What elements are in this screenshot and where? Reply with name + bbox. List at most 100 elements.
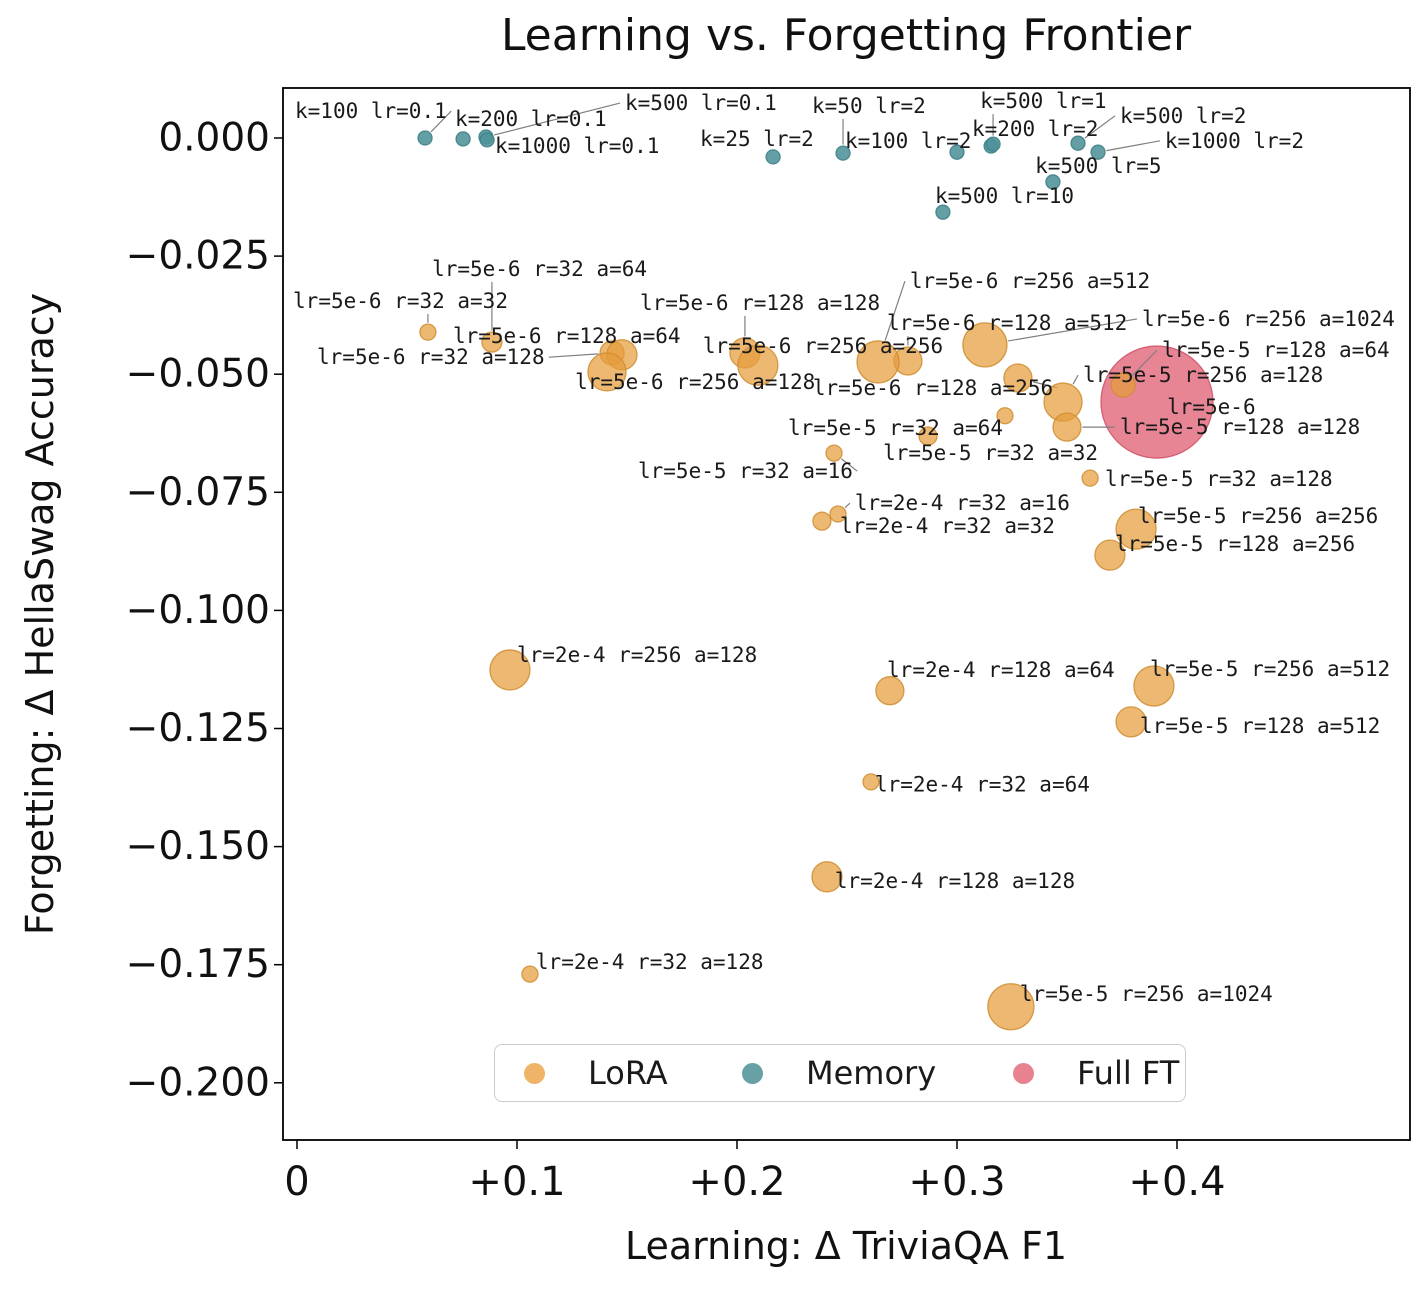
annotation-leader-line (844, 502, 851, 509)
annotation-label: lr=5e-5 r=256 a=512 (1150, 657, 1390, 681)
chart-title: Learning vs. Forgetting Frontier (500, 10, 1192, 61)
point-memory (765, 149, 781, 165)
annotation-label: k=50 lr=2 (812, 94, 926, 118)
annotation-label: lr=5e-5 r=128 a=256 (1115, 532, 1355, 556)
annotation-label: lr=2e-4 r=128 a=64 (887, 658, 1115, 682)
point-lora (481, 331, 503, 353)
y-axis-label: Forgetting: Δ HellaSwag Accuracy (18, 292, 62, 936)
point-lora (829, 505, 847, 523)
point-memory (1070, 135, 1086, 151)
annotation-label: lr=5e-5 r=128 a=512 (1140, 714, 1380, 738)
annotation-leader-line (1132, 349, 1158, 376)
y-tick-label: −0.050 (126, 352, 270, 397)
annotation-label: lr=5e-5 r=256 a=1024 (1020, 982, 1273, 1006)
x-tick-label: +0.1 (468, 1159, 565, 1205)
x-tick-label: 0 (284, 1159, 309, 1205)
annotation-label: k=1000 lr=0.1 (495, 134, 659, 158)
point-lora (1003, 363, 1033, 393)
point-lora (862, 773, 880, 791)
annotation-label: lr=5e-5 r=128 a=64 (1162, 338, 1390, 362)
annotation-label: lr=2e-4 r=32 a=16 (855, 491, 1070, 515)
annotation-label: lr=5e-6 r=128 a=256 (813, 376, 1053, 400)
point-lora (1081, 469, 1099, 487)
annotation-label: lr=5e-6 r=256 a=256 (703, 334, 943, 358)
point-lora (587, 352, 627, 392)
point-lora (918, 426, 938, 446)
annotation-label: k=100 lr=0.1 (295, 99, 447, 123)
y-tick-label: −0.175 (126, 942, 270, 987)
lora-marker-icon (524, 1062, 545, 1084)
annotation-label: k=500 lr=10 (935, 184, 1074, 208)
legend-label-lora: LoRA (588, 1054, 668, 1092)
point-lora (812, 511, 832, 531)
annotation-leader-line (494, 102, 621, 136)
x-tick-label: +0.2 (688, 1159, 785, 1205)
point-lora (811, 861, 843, 893)
legend-label-full-ft: Full FT (1077, 1054, 1180, 1092)
point-lora (1115, 508, 1157, 550)
annotation-leader-line (884, 280, 906, 341)
annotation-leader-line (1084, 115, 1116, 139)
annotation-label: lr=5e-5 r=128 a=128 (1120, 415, 1360, 439)
annotation-leader-line (430, 110, 452, 133)
annotation-label: k=200 lr=0.1 (455, 107, 607, 131)
point-memory (985, 136, 1001, 152)
point-memory (1090, 144, 1106, 160)
y-tick-label: 0.000 (158, 116, 270, 161)
point-lora (875, 676, 905, 706)
legend-label-memory: Memory (806, 1054, 937, 1092)
point-lora (1133, 665, 1175, 707)
annotation-label: lr=5e-5 r=32 a=32 (883, 441, 1098, 465)
annotation-leader-line (841, 458, 858, 472)
annotation-label: k=25 lr=2 (700, 127, 814, 151)
point-memory (455, 131, 471, 147)
annotation-label: lr=5e-6 (1167, 395, 1256, 419)
x-axis-label: Learning: Δ TriviaQA F1 (624, 1224, 1068, 1268)
annotation-label: lr=5e-6 r=32 a=32 (293, 289, 508, 313)
annotation-label: k=500 lr=2 (1120, 104, 1246, 128)
annotation-label: lr=5e-6 r=128 a=512 (887, 311, 1127, 335)
annotation-label: lr=2e-4 r=32 a=32 (840, 514, 1055, 538)
point-lora (962, 322, 1008, 368)
full-ft-marker-icon (1013, 1062, 1034, 1084)
y-tick-label: −0.025 (126, 234, 270, 279)
annotation-label: lr=5e-6 r=32 a=64 (432, 257, 647, 281)
annotation-label: k=500 lr=5 (1035, 154, 1161, 178)
memory-marker-icon (742, 1062, 763, 1084)
point-lora (987, 983, 1035, 1031)
legend: LoRA Memory Full FT (494, 1044, 1186, 1102)
annotation-label: lr=5e-6 r=256 a=512 (910, 269, 1150, 293)
annotation-label: lr=5e-5 r=256 a=256 (1138, 504, 1378, 528)
annotation-label: k=500 lr=0.1 (625, 91, 777, 115)
annotation-leader-line (548, 353, 599, 358)
point-memory (835, 145, 851, 161)
point-lora (856, 340, 900, 384)
legend-item-memory: Memory (742, 1045, 936, 1101)
point-lora (489, 649, 531, 691)
annotation-leader-line (1008, 318, 1138, 342)
annotation-label: lr=5e-6 r=256 a=1024 (1142, 307, 1395, 331)
point-lora (521, 965, 539, 983)
point-lora (996, 407, 1014, 425)
point-memory (1045, 174, 1061, 190)
annotation-label: lr=5e-5 r=32 a=64 (788, 416, 1003, 440)
annotation-label: lr=5e-6 r=128 a=128 (640, 291, 880, 315)
annotation-label: k=500 lr=1 (980, 89, 1106, 113)
legend-item-full-ft: Full FT (1013, 1045, 1179, 1101)
legend-item-lora: LoRA (524, 1045, 668, 1101)
y-tick-label: −0.200 (126, 1060, 270, 1105)
y-tick-label: −0.150 (126, 824, 270, 869)
y-tick-label: −0.100 (126, 588, 270, 633)
annotation-label: lr=5e-5 r=32 a=128 (1105, 467, 1333, 491)
annotation-label: lr=5e-5 r=32 a=16 (638, 459, 853, 483)
point-memory (935, 204, 951, 220)
y-tick-label: −0.075 (126, 470, 270, 515)
annotation-label: lr=2e-4 r=32 a=128 (536, 950, 764, 974)
point-lora (1052, 412, 1082, 442)
x-tick-label: +0.4 (1128, 1159, 1225, 1205)
annotation-label: k=100 lr=2 (845, 129, 971, 153)
point-memory (417, 130, 433, 146)
point-lora (737, 344, 779, 386)
annotation-leader-line (1072, 374, 1079, 385)
